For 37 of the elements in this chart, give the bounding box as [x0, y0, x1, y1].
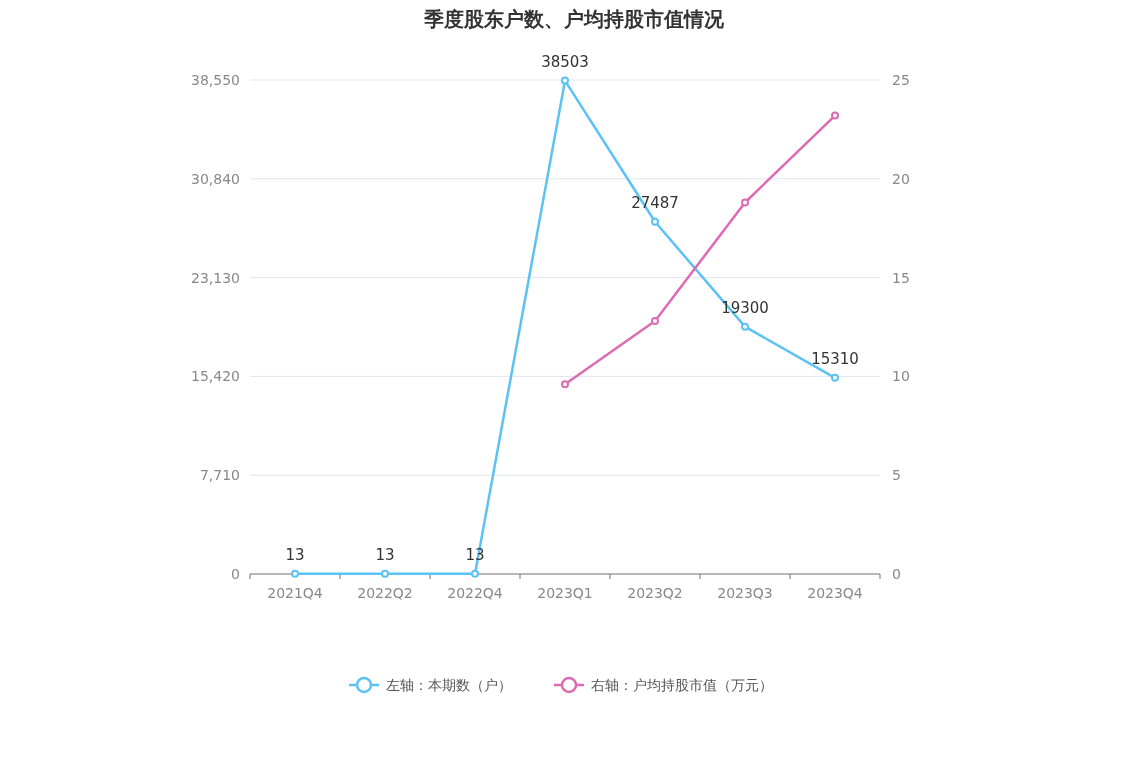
- x-tick-label: 2022Q2: [357, 585, 413, 601]
- x-tick-label: 2023Q1: [537, 585, 593, 601]
- y2-tick-label: 15: [892, 269, 910, 286]
- point: [291, 569, 299, 578]
- y-tick-label: 15,420: [191, 368, 240, 385]
- point: [651, 317, 659, 326]
- x-tick-label: 2023Q3: [717, 585, 773, 601]
- y2-tick-label: 10: [892, 368, 910, 385]
- y2-tick-label: 0: [892, 566, 901, 582]
- point: [381, 569, 389, 578]
- chart-title: 季度股东户数、户均持股市值情况: [423, 7, 725, 31]
- point: [741, 322, 749, 331]
- data-label: 13: [285, 545, 305, 564]
- y2-tick-label: 25: [892, 72, 910, 88]
- y2-tick-label: 20: [892, 170, 910, 187]
- point: [561, 380, 569, 389]
- legend-label: 左轴：本期数（户）: [386, 677, 512, 693]
- y-tick-label: 23,130: [191, 269, 240, 286]
- y-tick-label: 7,710: [199, 467, 240, 484]
- x-tick-label: 2021Q4: [267, 585, 323, 601]
- y2-tick-label: 5: [892, 467, 901, 484]
- y-tick-label: 30,840: [191, 170, 240, 187]
- point: [651, 217, 659, 226]
- data-label: 15310: [811, 349, 859, 368]
- y-tick-label: 0: [231, 566, 240, 582]
- x-tick-label: 2023Q2: [627, 585, 683, 601]
- point: [471, 569, 479, 578]
- x-tick-label: 2023Q4: [807, 585, 863, 601]
- point: [831, 111, 839, 120]
- data-label: 13: [375, 545, 395, 564]
- legend-label: 右轴：户均持股市值（万元）: [591, 677, 773, 693]
- point: [741, 198, 749, 207]
- x-tick-label: 2022Q4: [447, 585, 503, 601]
- data-label: 38503: [541, 52, 589, 71]
- point: [561, 76, 569, 85]
- y-tick-label: 38,550: [191, 72, 240, 88]
- point: [831, 373, 839, 382]
